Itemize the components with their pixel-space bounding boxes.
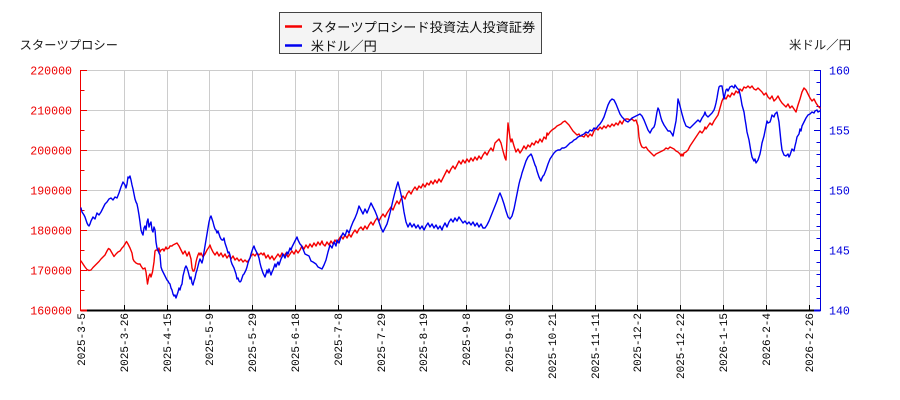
svg-text:170000: 170000 xyxy=(30,266,72,279)
svg-text:145: 145 xyxy=(829,246,850,259)
svg-text:2026-2-4: 2026-2-4 xyxy=(762,313,774,366)
svg-text:180000: 180000 xyxy=(30,226,72,239)
svg-text:200000: 200000 xyxy=(30,146,72,159)
svg-text:150: 150 xyxy=(829,186,850,199)
svg-text:2025-3-5: 2025-3-5 xyxy=(77,313,89,366)
svg-text:2025-11-11: 2025-11-11 xyxy=(591,313,603,379)
svg-text:160000: 160000 xyxy=(30,306,72,319)
svg-text:2025-10-21: 2025-10-21 xyxy=(548,313,560,379)
svg-text:160: 160 xyxy=(829,66,850,79)
svg-text:2025-7-8: 2025-7-8 xyxy=(334,313,346,366)
svg-text:2025-12-2: 2025-12-2 xyxy=(633,313,645,372)
svg-text:140: 140 xyxy=(829,306,850,319)
svg-text:2025-6-18: 2025-6-18 xyxy=(291,313,303,372)
svg-text:2026-1-15: 2026-1-15 xyxy=(719,313,731,372)
svg-text:220000: 220000 xyxy=(30,66,72,79)
svg-text:2025-5-9: 2025-5-9 xyxy=(205,313,217,366)
svg-text:2025-5-29: 2025-5-29 xyxy=(248,313,260,372)
svg-text:2025-9-8: 2025-9-8 xyxy=(462,313,474,366)
svg-text:2025-12-22: 2025-12-22 xyxy=(676,313,688,379)
svg-text:2025-7-29: 2025-7-29 xyxy=(377,313,389,372)
svg-text:2025-4-15: 2025-4-15 xyxy=(163,313,175,372)
svg-text:190000: 190000 xyxy=(30,186,72,199)
svg-text:2025-9-30: 2025-9-30 xyxy=(505,313,517,372)
svg-text:2026-2-26: 2026-2-26 xyxy=(805,313,817,372)
svg-text:2025-3-26: 2025-3-26 xyxy=(120,313,132,372)
svg-text:155: 155 xyxy=(829,126,850,139)
svg-text:2025-8-19: 2025-8-19 xyxy=(419,313,431,372)
svg-text:210000: 210000 xyxy=(30,106,72,119)
